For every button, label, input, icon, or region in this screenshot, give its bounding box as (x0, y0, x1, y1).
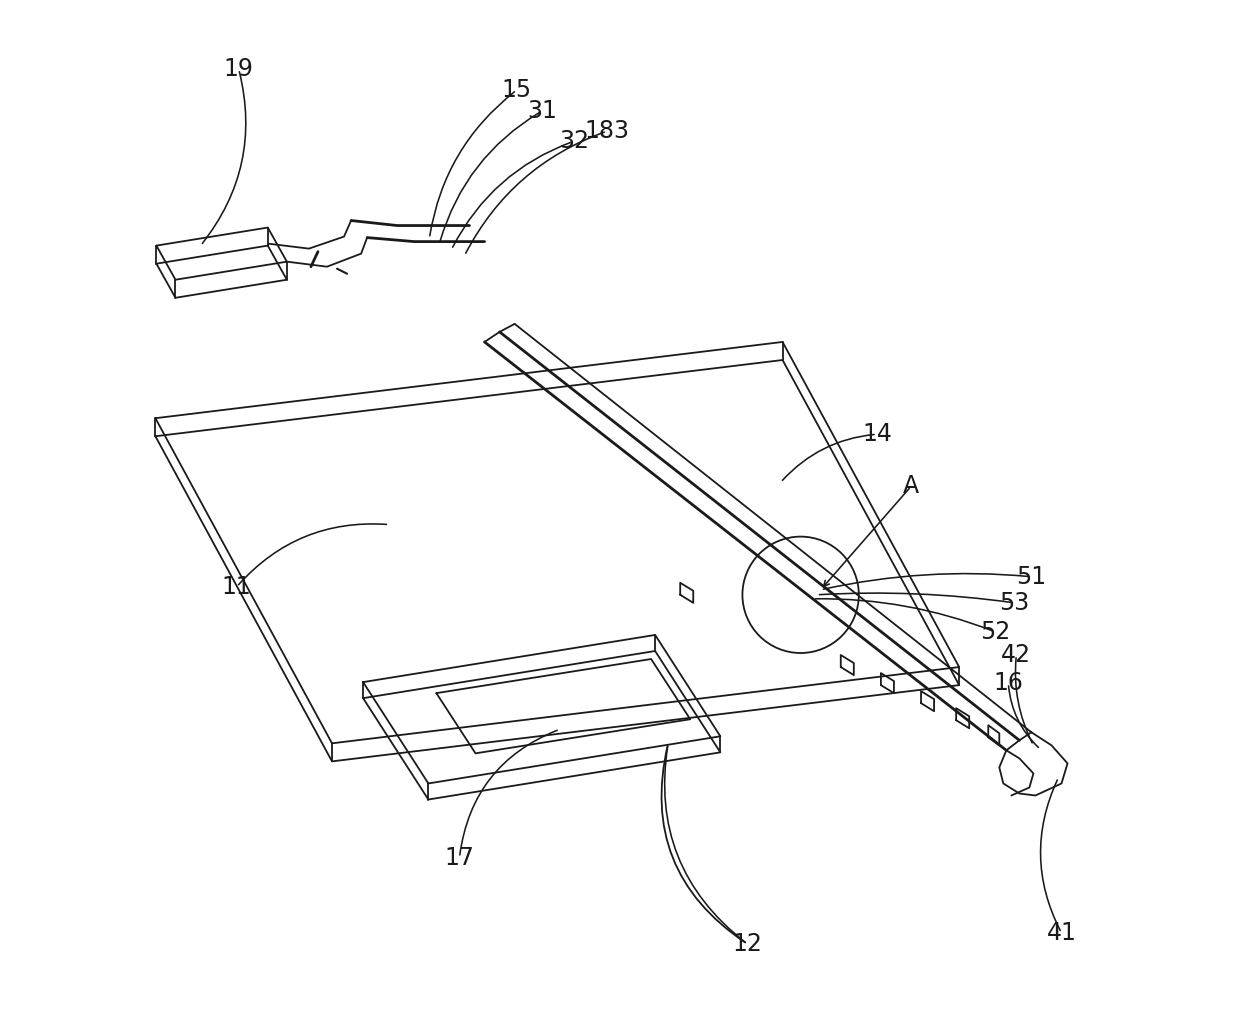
Text: 51: 51 (1017, 565, 1047, 588)
Text: 17: 17 (444, 846, 475, 870)
Text: A: A (903, 474, 919, 498)
Text: 31: 31 (527, 99, 557, 123)
Text: 32: 32 (559, 129, 589, 153)
Text: 15: 15 (502, 78, 532, 102)
Text: 12: 12 (733, 932, 763, 956)
Text: 183: 183 (584, 119, 630, 143)
Text: 41: 41 (1047, 921, 1076, 945)
Text: 52: 52 (980, 620, 1011, 644)
Text: 14: 14 (862, 422, 892, 446)
Text: 16: 16 (993, 671, 1023, 695)
Text: 42: 42 (1002, 643, 1032, 667)
Text: 11: 11 (222, 575, 252, 598)
Text: 53: 53 (999, 591, 1029, 614)
Text: 19: 19 (223, 57, 254, 81)
